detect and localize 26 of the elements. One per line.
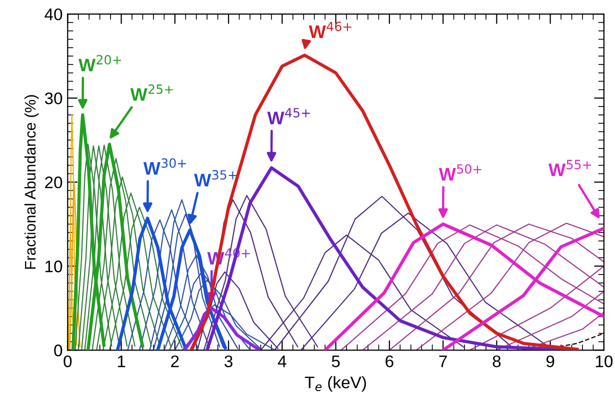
text: W$^{30+}$: [143, 158, 186, 175]
x-tick-label: 6: [386, 355, 394, 368]
text: W$^{45+}$: [267, 108, 310, 124]
text: W$^{55+}$: [548, 160, 592, 176]
x-tick-label: 10: [596, 355, 613, 368]
y-tick-label: 40: [44, 8, 62, 20]
x-tick-label: 9: [546, 355, 554, 368]
x-tick-label: 2: [171, 355, 179, 368]
y-tick-label: 20: [45, 176, 62, 188]
y-axis-title: Fractional Abundance (%): [24, 95, 39, 269]
y-tick-label: 10: [46, 260, 62, 272]
series-label: W$^{46+}$: [308, 22, 352, 38]
y-tick-label: 0: [54, 344, 62, 356]
x-tick-label: 5: [332, 356, 340, 368]
x-tick-label: 3: [224, 355, 232, 368]
y-tick-label: 30: [44, 92, 62, 104]
x-tick-label: 8: [492, 355, 501, 368]
text: W$^{20+}$: [78, 54, 122, 72]
x-tick-label: 1: [118, 356, 126, 368]
text: W$^{35+}$: [194, 170, 237, 186]
x-tick-label: 7: [439, 356, 447, 368]
x-axis-title: T$_{e}$ (keV): [304, 376, 366, 392]
text: W$^{50+}$: [438, 164, 482, 180]
x-tick-label: 4: [278, 356, 286, 368]
x-tick-label: 0: [64, 355, 72, 368]
text: W$^{25+}$: [130, 84, 173, 101]
